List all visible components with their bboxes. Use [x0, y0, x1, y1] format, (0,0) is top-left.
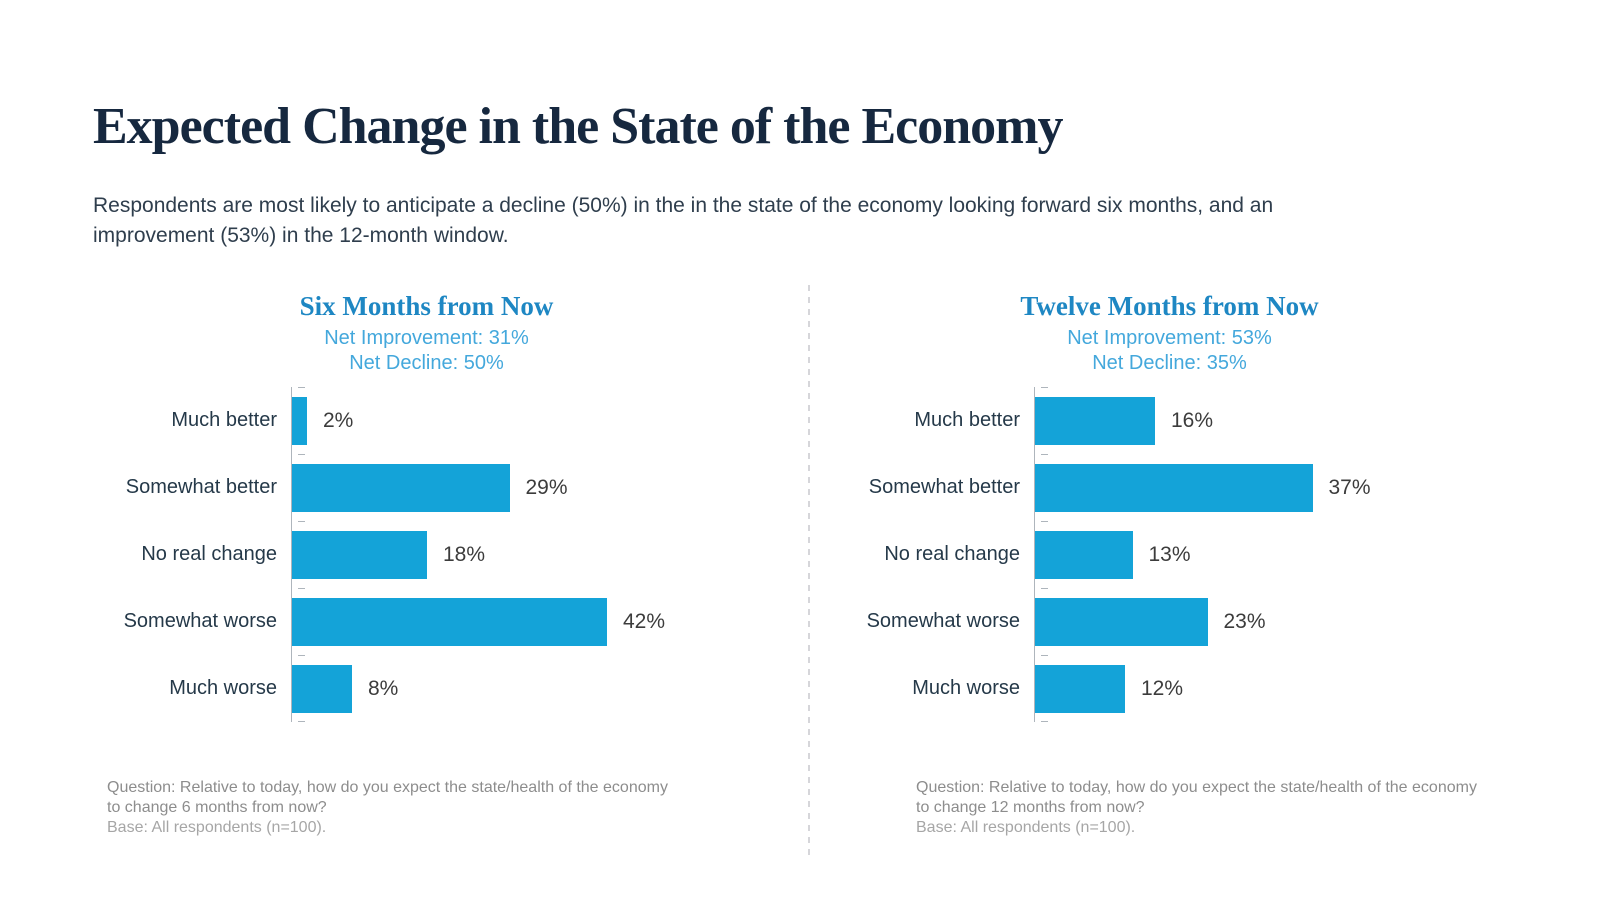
- category-label: Much worse: [169, 677, 277, 699]
- chart-row: No real change 18%: [105, 521, 748, 588]
- bar-cell: 37%: [1034, 454, 1491, 521]
- bar: [1035, 463, 1313, 512]
- footnote-twelve-months: Question: Relative to today, how do you …: [916, 778, 1477, 838]
- bar-plot: Much better 2% Somewhat better 29% No re…: [105, 387, 748, 722]
- bar-cell: 29%: [291, 454, 748, 521]
- axis-tick: [1041, 521, 1048, 522]
- net-decline-label: Net Decline: 50%: [349, 352, 504, 374]
- axis-tick: [298, 588, 305, 589]
- bar: [1035, 396, 1155, 445]
- chart-row: No real change 13%: [848, 521, 1491, 588]
- axis-tick: [1041, 588, 1048, 589]
- bar: [292, 597, 607, 646]
- axis-tick: [298, 387, 305, 388]
- bar-cell: 8%: [291, 655, 748, 722]
- chart-row: Somewhat better 37%: [848, 454, 1491, 521]
- bar-cell: 23%: [1034, 588, 1491, 655]
- bar: [292, 463, 510, 512]
- page-subtitle: Respondents are most likely to anticipat…: [93, 191, 1433, 251]
- value-label: 13%: [1148, 542, 1191, 566]
- net-improvement-label: Net Improvement: 31%: [324, 327, 529, 349]
- chart-twelve-months: Twelve Months from Now Net Improvement: …: [848, 290, 1491, 722]
- chart-row: Much better 16%: [848, 387, 1491, 454]
- chart-six-months: Six Months from Now Net Improvement: 31%…: [105, 290, 748, 722]
- chart-row: Much worse 8%: [105, 655, 748, 722]
- axis-tick: [1041, 387, 1048, 388]
- value-label: 2%: [323, 408, 354, 432]
- footnote-question-line-1: Question: Relative to today, how do you …: [107, 779, 668, 796]
- footnote-question-line-1: Question: Relative to today, how do you …: [916, 779, 1477, 796]
- bar-cell: 2%: [291, 387, 748, 454]
- category-label: Much worse: [912, 677, 1020, 699]
- category-label: No real change: [141, 543, 277, 565]
- footnote-six-months: Question: Relative to today, how do you …: [107, 778, 668, 838]
- bar-cell: 16%: [1034, 387, 1491, 454]
- bar-cell: 18%: [291, 521, 748, 588]
- axis-tick: [1041, 454, 1048, 455]
- bar: [292, 664, 352, 713]
- subtitle-line-1: Respondents are most likely to anticipat…: [93, 194, 1274, 217]
- value-label: 37%: [1328, 475, 1371, 499]
- value-label: 18%: [443, 542, 486, 566]
- footnote-question-line-2: to change 12 months from now?: [916, 799, 1145, 816]
- category-label: Much better: [171, 409, 277, 431]
- chart-header: Twelve Months from Now Net Improvement: …: [848, 290, 1491, 376]
- axis-tick: [298, 655, 305, 656]
- bar: [292, 396, 307, 445]
- category-label: Somewhat better: [868, 476, 1020, 498]
- chart-header: Six Months from Now Net Improvement: 31%…: [105, 290, 748, 376]
- chart-row: Somewhat better 29%: [105, 454, 748, 521]
- bar: [1035, 530, 1133, 579]
- chart-title: Twelve Months from Now: [1020, 291, 1319, 321]
- axis-tick: [298, 721, 305, 722]
- value-label: 16%: [1171, 408, 1214, 432]
- value-label: 42%: [623, 609, 666, 633]
- chart-row: Much better 2%: [105, 387, 748, 454]
- footnote-base-line: Base: All respondents (n=100).: [916, 819, 1136, 836]
- vertical-dashed-divider: [808, 285, 810, 855]
- value-label: 8%: [368, 676, 399, 700]
- value-label: 23%: [1223, 609, 1266, 633]
- bar-cell: 42%: [291, 588, 748, 655]
- axis-tick: [1041, 655, 1048, 656]
- chart-row: Somewhat worse 23%: [848, 588, 1491, 655]
- chart-title: Six Months from Now: [299, 291, 554, 321]
- category-label: Somewhat worse: [866, 610, 1020, 632]
- footnote-base-line: Base: All respondents (n=100).: [107, 819, 327, 836]
- chart-row: Much worse 12%: [848, 655, 1491, 722]
- bar-cell: 13%: [1034, 521, 1491, 588]
- net-improvement-label: Net Improvement: 53%: [1067, 327, 1272, 349]
- bar: [1035, 597, 1208, 646]
- category-label: No real change: [884, 543, 1020, 565]
- page-title: Expected Change in the State of the Econ…: [93, 98, 1064, 155]
- category-label: Somewhat worse: [123, 610, 277, 632]
- value-label: 12%: [1141, 676, 1184, 700]
- bar-plot: Much better 16% Somewhat better 37% No r…: [848, 387, 1491, 722]
- bar: [1035, 664, 1125, 713]
- value-label: 29%: [525, 475, 568, 499]
- axis-tick: [1041, 721, 1048, 722]
- axis-tick: [298, 521, 305, 522]
- category-label: Somewhat better: [125, 476, 277, 498]
- category-label: Much better: [914, 409, 1020, 431]
- chart-row: Somewhat worse 42%: [105, 588, 748, 655]
- bar-cell: 12%: [1034, 655, 1491, 722]
- bar: [292, 530, 427, 579]
- subtitle-line-2: improvement (53%) in the 12-month window…: [93, 224, 509, 247]
- net-decline-label: Net Decline: 35%: [1092, 352, 1247, 374]
- footnote-question-line-2: to change 6 months from now?: [107, 799, 327, 816]
- axis-tick: [298, 454, 305, 455]
